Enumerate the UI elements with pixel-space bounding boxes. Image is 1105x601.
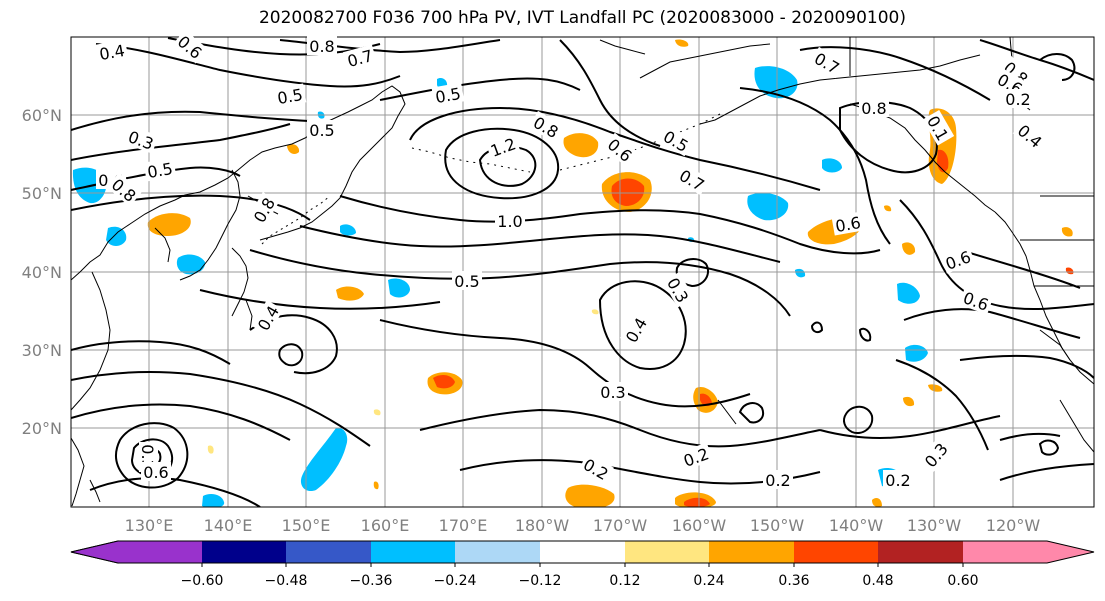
colorbar-segment <box>371 541 455 563</box>
svg-text:0.8: 0.8 <box>861 99 886 118</box>
contour-label: 0.2 <box>1003 89 1033 109</box>
colorbar-segment <box>878 541 963 563</box>
svg-text:0.4: 0.4 <box>98 41 126 64</box>
colorbar-segment <box>202 541 286 563</box>
contour-label: 0.5 <box>273 83 307 108</box>
colorbar-tick-label: 0.36 <box>778 573 809 589</box>
ivt-anomaly-patches <box>72 39 1074 507</box>
colorbar-tick-label: 0.12 <box>609 573 640 589</box>
colorbar-extend-high <box>1047 541 1094 563</box>
latitude-labels: 60°N 50°N 40°N 30°N 20°N <box>22 106 62 438</box>
colorbar-segment <box>794 541 878 563</box>
contour-label: 0.3 <box>598 382 628 402</box>
contour-label: 0.8 <box>859 98 889 118</box>
contour-label: 1.0 <box>495 211 525 231</box>
contour-label: 0.6 <box>940 245 976 274</box>
colorbar-extend-low <box>71 541 118 563</box>
lat-label: 30°N <box>22 341 62 360</box>
contour-label: 0.6 <box>831 211 865 236</box>
map-title: 2020082700 F036 700 hPa PV, IVT Landfall… <box>258 8 906 28</box>
contour-label: 1.2 <box>485 132 521 161</box>
lat-label: 20°N <box>22 419 62 438</box>
contour-label: 0.5 <box>307 120 337 140</box>
contour-label: 0.2 <box>678 442 714 471</box>
colorbar-outline <box>70 540 1095 564</box>
longitude-labels: 130°E 140°E 150°E 160°E 170°E 180°W 170°W 160°W… <box>125 516 1041 535</box>
contour-label: 0.7 <box>674 163 710 196</box>
svg-text:0.5: 0.5 <box>434 84 462 107</box>
lon-label: 160°E <box>361 516 410 535</box>
colorbar-segment <box>540 541 625 563</box>
svg-text:0.6: 0.6 <box>834 213 862 236</box>
colorbar-tick-label: −0.48 <box>265 573 308 589</box>
colorbar-tick-label: −0.60 <box>181 573 224 589</box>
colorbar <box>70 540 1095 564</box>
lon-label: 130°W <box>907 516 962 535</box>
contour-label: 0.2 <box>578 452 614 485</box>
contour-label: 0.7 <box>342 44 377 71</box>
colorbar-tick-label: −0.12 <box>519 573 562 589</box>
svg-text:0.5: 0.5 <box>309 121 334 140</box>
colorbar-tick-labels: −0.60 −0.48 −0.36 −0.24 −0.12 0.12 0.24 0.36 0.4… <box>181 563 979 589</box>
svg-text:0.2: 0.2 <box>1005 90 1030 109</box>
colorbar-tick-label: 0.60 <box>947 573 978 589</box>
contour-label: 0.4 <box>1012 118 1048 153</box>
colorbar-tick-label: −0.36 <box>350 573 393 589</box>
colorbar-segment <box>118 541 202 563</box>
gridlines <box>71 37 1094 507</box>
contour-label: 0.2 <box>883 470 913 490</box>
svg-text:0.2: 0.2 <box>765 471 790 490</box>
lon-label: 160°W <box>672 516 727 535</box>
lon-label: 140°E <box>204 516 253 535</box>
contour-label: 0.8 <box>307 36 337 56</box>
lon-label: 170°W <box>593 516 648 535</box>
svg-text:0.5: 0.5 <box>276 85 304 108</box>
contour-label: 0.5 <box>658 124 694 157</box>
colorbar-tick-label: −0.24 <box>434 573 477 589</box>
contour-label: 0.1 <box>922 110 955 146</box>
colorbar-segment <box>709 541 794 563</box>
map-frame <box>70 36 1095 508</box>
lon-label: 150°W <box>750 516 805 535</box>
lon-label: 120°W <box>986 516 1041 535</box>
colorbar-segment <box>963 541 1047 563</box>
colorbar-segment <box>455 541 540 563</box>
contour-label: 0.5 <box>431 82 465 107</box>
contour-label: 0.6 <box>958 286 994 315</box>
contour-label: 0.6 <box>602 132 638 167</box>
svg-text:0.3: 0.3 <box>921 439 952 471</box>
colorbar-tick-label: 0.24 <box>693 573 724 589</box>
contour-label: 0.4 <box>619 312 652 348</box>
contour-label: 0.4 <box>95 39 129 64</box>
lon-label: 150°E <box>282 516 331 535</box>
svg-text:0.5: 0.5 <box>454 272 479 291</box>
contour-label: 0.6 <box>141 462 171 482</box>
svg-text:0.2: 0.2 <box>885 471 910 490</box>
svg-text:0.3: 0.3 <box>600 383 625 402</box>
svg-text:0.8: 0.8 <box>309 37 334 56</box>
contour-labels: 0.4 0.6 0.8 0.7 0.5 0.5 0.5 0.3 0.5 0.6 0.8 0.8 1.2 0… <box>95 29 1048 490</box>
contour-label: 0.8 <box>247 192 280 228</box>
lon-label: 140°W <box>829 516 884 535</box>
lon-label: 180°W <box>515 516 570 535</box>
contour-label: 0.3 <box>662 272 695 308</box>
lon-label: 130°E <box>125 516 174 535</box>
contour-label: 0.3 <box>918 437 953 473</box>
contour-label: 0.5 <box>452 271 482 291</box>
lat-label: 50°N <box>22 184 62 203</box>
contour-label: 0.7 <box>809 46 845 79</box>
svg-text:1.0: 1.0 <box>497 212 522 231</box>
lat-label: 40°N <box>22 263 62 282</box>
colorbar-segment <box>286 541 371 563</box>
svg-text:0.4: 0.4 <box>1014 121 1046 152</box>
colorbar-tick-label: 0.48 <box>862 573 893 589</box>
lon-label: 170°E <box>439 516 488 535</box>
colorbar-segment <box>625 541 709 563</box>
contour-label: 0.2 <box>763 470 793 490</box>
contour-label: 0.5 <box>143 157 177 182</box>
lat-label: 60°N <box>22 106 62 125</box>
svg-text:0.6: 0.6 <box>143 463 168 482</box>
svg-text:0.5: 0.5 <box>146 159 174 182</box>
